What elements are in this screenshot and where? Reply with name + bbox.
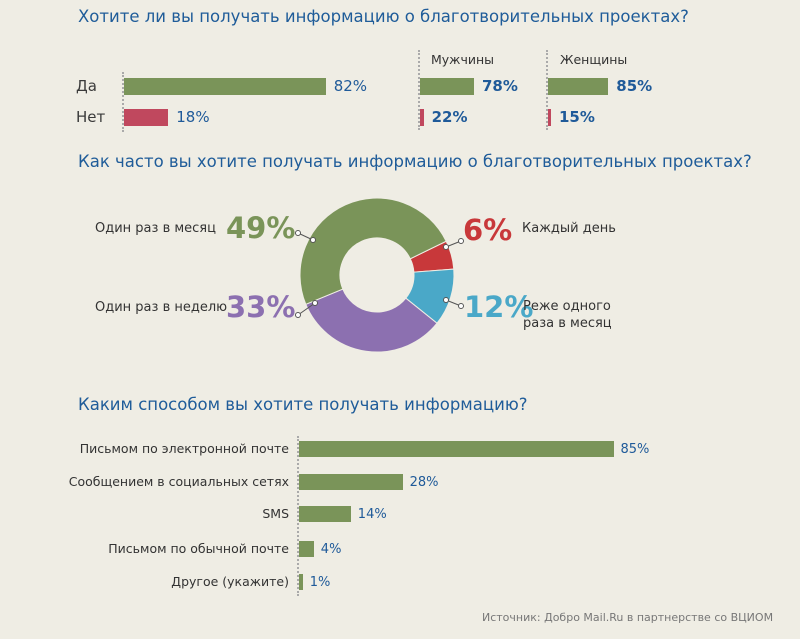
slice-value-daily: 6%	[463, 213, 513, 247]
slice-label-rare-line2: раза в месяц	[523, 316, 612, 331]
slice-label-daily: Каждый день	[522, 221, 616, 236]
bar-method-1	[299, 474, 403, 490]
source-note: Источник: Добро Mail.Ru в партнерстве со…	[482, 611, 774, 624]
chart3-axis	[297, 436, 299, 596]
bar-all-0	[124, 78, 326, 95]
slice-label-weekly: Один раз в неделю	[95, 300, 228, 315]
category-no: Нет	[76, 108, 106, 126]
leader-line-2	[443, 238, 464, 250]
bar-all-1	[124, 109, 169, 126]
chart2-title: Как часто вы хотите получать информацию …	[78, 152, 752, 171]
bar-method-0	[299, 441, 614, 457]
bar-method-2	[299, 506, 351, 522]
category-label: SMS	[262, 506, 289, 521]
chart3-title: Каким способом вы хотите получать информ…	[78, 395, 528, 414]
slice-label-rare-line1: Реже одного	[523, 299, 611, 314]
bar-women-0	[548, 78, 609, 95]
slice-label-monthly: Один раз в месяц	[95, 221, 216, 236]
men-header: Мужчины	[431, 52, 494, 67]
chart1-title: Хотите ли вы получать информацию о благо…	[78, 7, 689, 26]
bar-method-3	[299, 541, 314, 557]
bar-men-0	[420, 78, 474, 95]
slice-value-monthly: 49%	[226, 211, 296, 245]
value-all-0: 82%	[333, 77, 368, 95]
category-label: Письмом по обычной почте	[108, 541, 289, 556]
donut-slice-2	[305, 288, 438, 353]
slice-value-weekly: 33%	[226, 290, 296, 324]
donut-slice-3	[299, 197, 447, 305]
chart1-axis	[122, 72, 124, 132]
women-header: Женщины	[560, 52, 628, 67]
bar-women-1	[548, 109, 551, 126]
slice-value-rare: 12%	[464, 290, 534, 324]
value-label: 14%	[357, 507, 387, 522]
leader-line-1	[295, 300, 318, 318]
category-label: Другое (укажите)	[171, 574, 289, 589]
bar-method-4	[299, 574, 303, 590]
leader-line-3	[443, 297, 464, 309]
men-axis	[418, 50, 420, 130]
category-label: Сообщением в социальных сетях	[68, 474, 289, 489]
value-men-1: 22%	[431, 108, 468, 126]
value-label: 1%	[309, 575, 331, 590]
value-all-1: 18%	[176, 108, 210, 126]
value-label: 4%	[320, 542, 342, 557]
value-men-0: 78%	[482, 77, 518, 95]
category-label: Письмом по электронной почте	[79, 441, 289, 456]
value-women-1: 15%	[559, 108, 595, 126]
women-axis	[546, 50, 548, 130]
leader-line-0	[295, 230, 316, 243]
bar-men-1	[420, 109, 424, 126]
value-label: 28%	[409, 475, 439, 490]
value-women-0: 85%	[616, 77, 653, 95]
value-label: 85%	[620, 442, 650, 457]
category-yes: Да	[76, 77, 97, 95]
